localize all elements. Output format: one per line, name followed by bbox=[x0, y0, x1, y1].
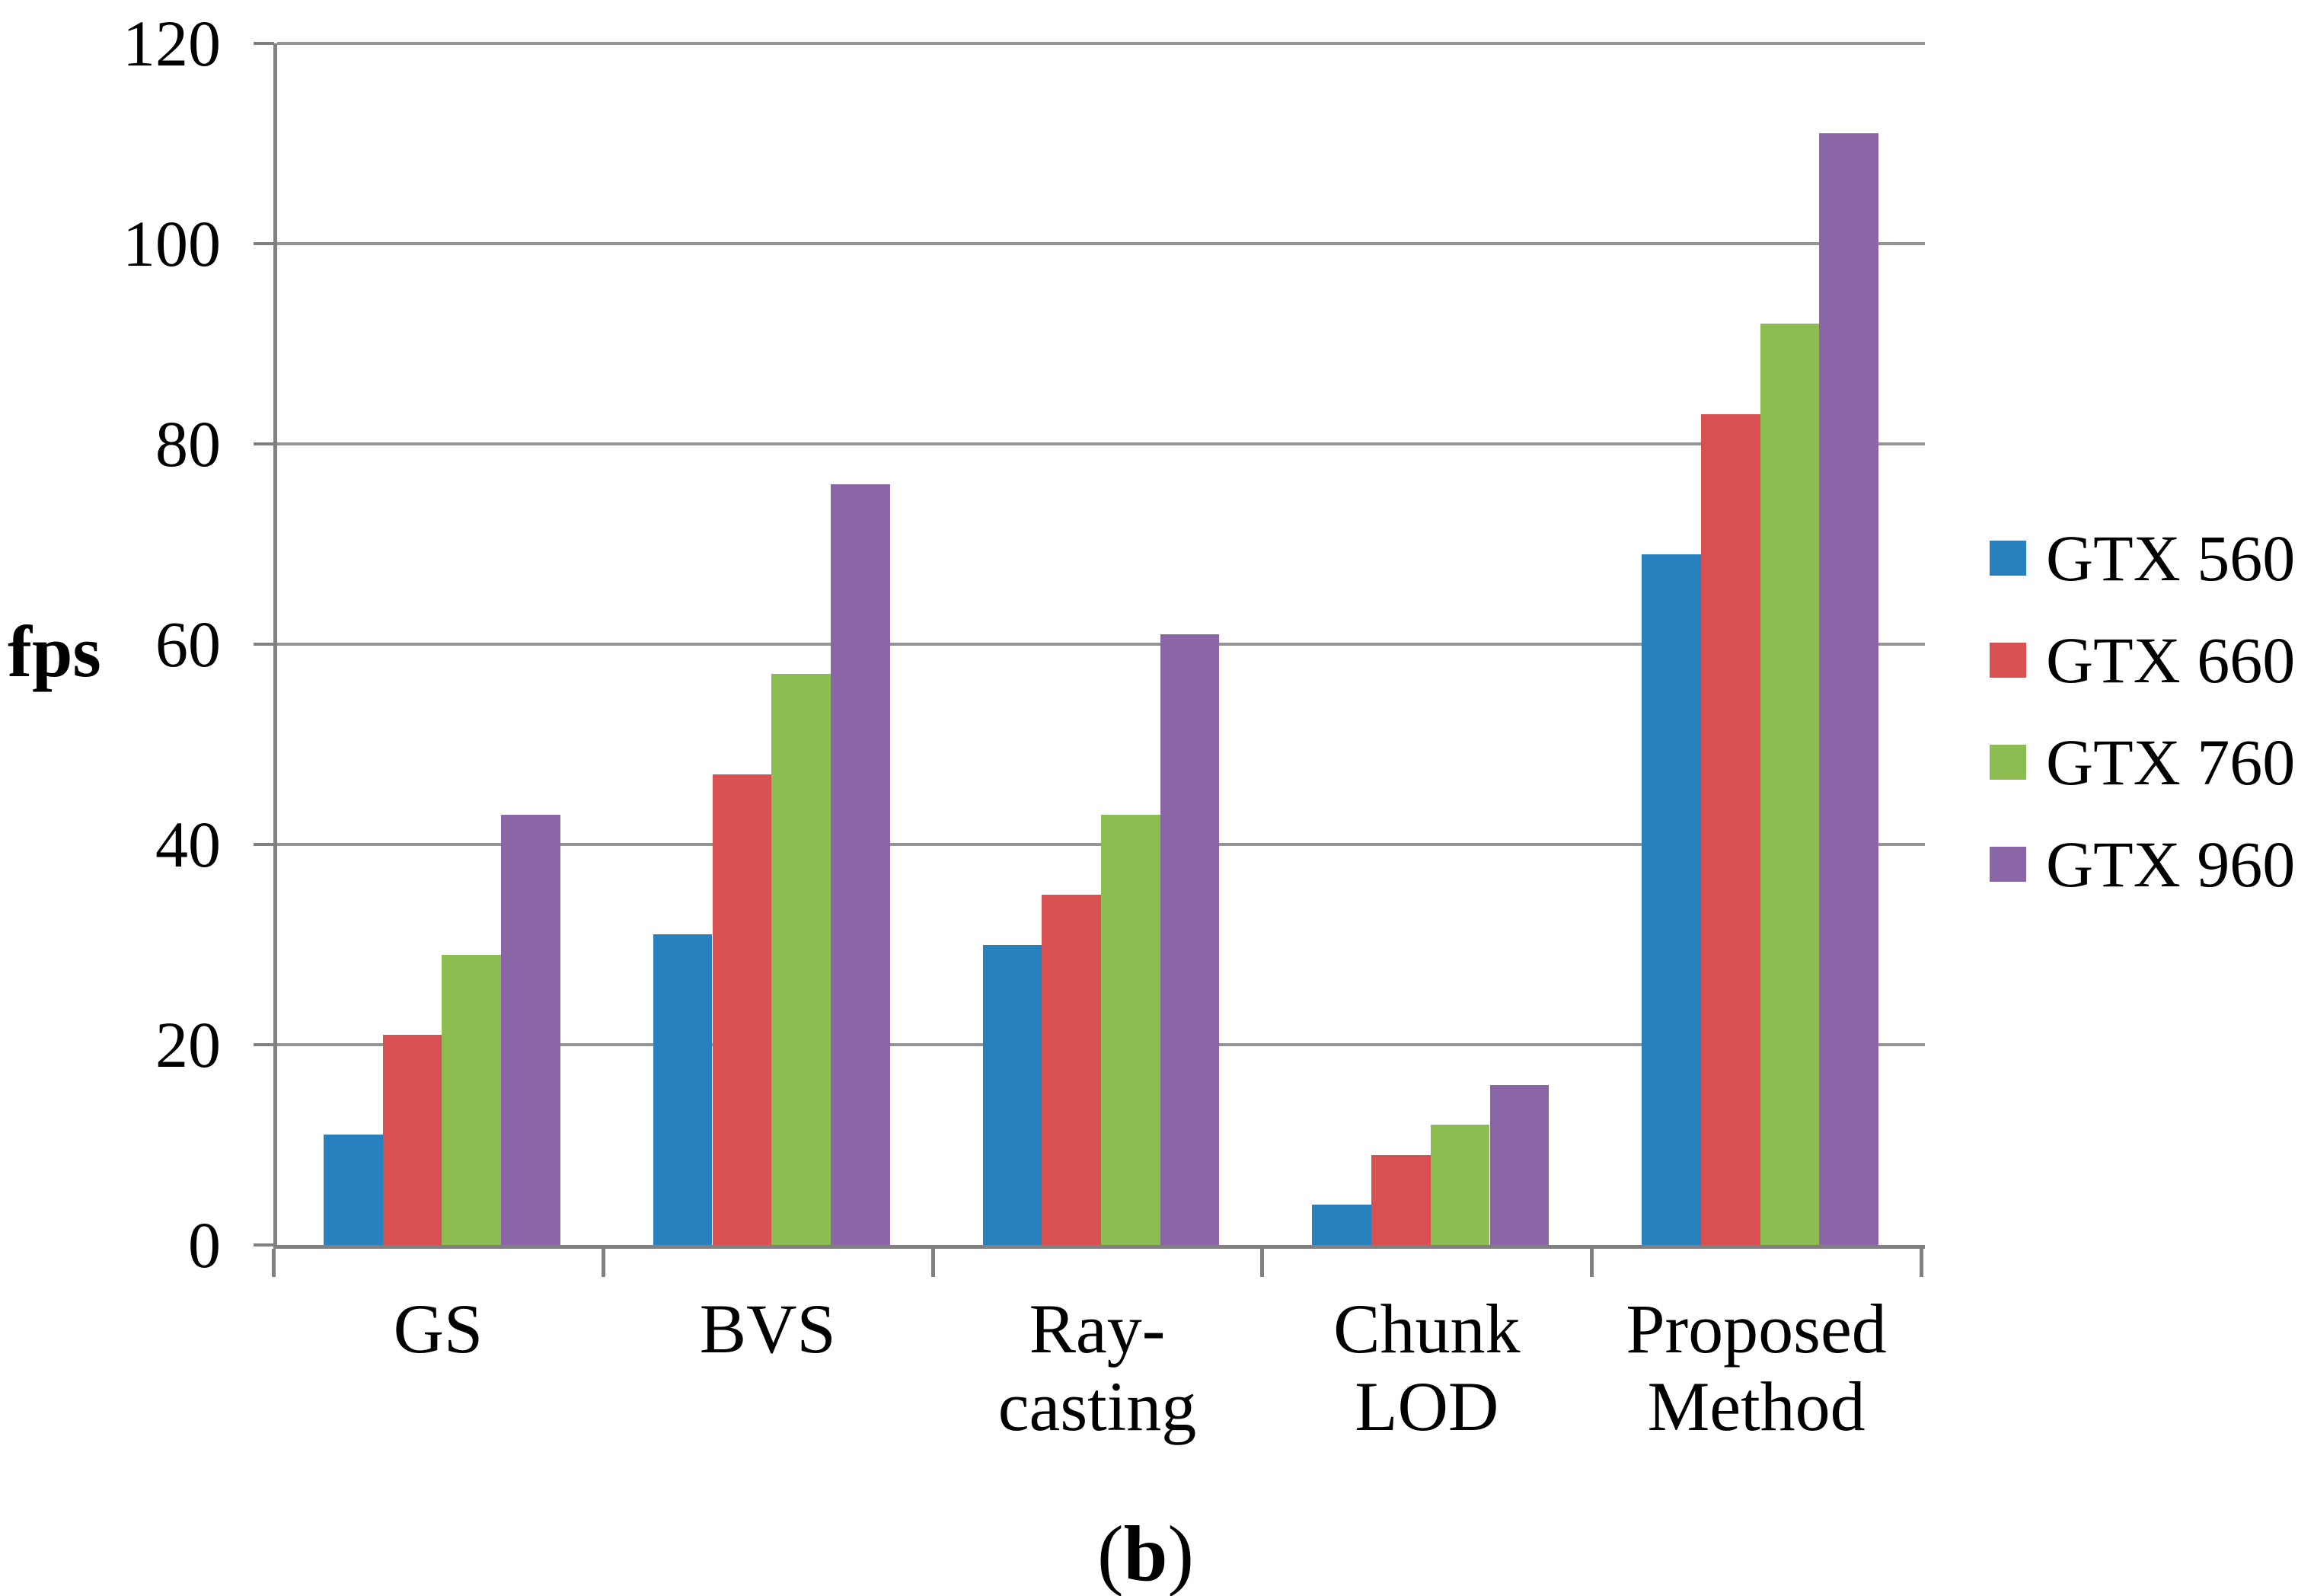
bar bbox=[653, 934, 713, 1245]
legend-item: GTX 760 bbox=[1990, 729, 2295, 795]
y-axis-label: 60 bbox=[155, 608, 221, 681]
gridline bbox=[277, 242, 1925, 245]
y-axis-label: 40 bbox=[155, 808, 221, 881]
category-label-line: Proposed bbox=[1626, 1290, 1887, 1368]
legend-swatch bbox=[1990, 745, 2026, 780]
gridline bbox=[277, 442, 1925, 445]
category-label-line: Ray-casting bbox=[997, 1290, 1197, 1445]
legend-swatch bbox=[1990, 643, 2026, 678]
category-label: Ray-casting bbox=[933, 1290, 1262, 1445]
legend-item: GTX 960 bbox=[1990, 832, 2295, 897]
legend-swatch bbox=[1990, 847, 2026, 882]
bar bbox=[830, 484, 890, 1245]
legend-label: GTX 660 bbox=[2046, 624, 2296, 697]
y-axis-label: 100 bbox=[123, 207, 221, 280]
y-tick bbox=[254, 242, 274, 245]
bar bbox=[1489, 1084, 1550, 1245]
category-label-line: Chunk bbox=[1333, 1290, 1521, 1368]
legend-label: GTX 560 bbox=[2046, 522, 2296, 595]
category-label-line: BVS bbox=[699, 1290, 836, 1368]
category-label-line: GS bbox=[393, 1290, 484, 1368]
caption-open-paren: ( bbox=[1096, 1510, 1124, 1596]
category-label: Proposed Method bbox=[1591, 1290, 1921, 1445]
y-axis-label: 80 bbox=[155, 407, 221, 480]
y-tick bbox=[254, 643, 274, 646]
category-label: BVS bbox=[603, 1290, 933, 1368]
gridline bbox=[277, 643, 1925, 646]
bar bbox=[982, 944, 1042, 1245]
bar bbox=[382, 1034, 442, 1245]
x-tick bbox=[1260, 1249, 1265, 1277]
figure-caption: (b) bbox=[0, 1512, 2291, 1596]
legend-item: GTX 560 bbox=[1990, 525, 2295, 591]
y-tick bbox=[254, 1243, 274, 1246]
legend-label: GTX 960 bbox=[2046, 828, 2296, 901]
bar bbox=[771, 674, 831, 1245]
bar bbox=[1042, 894, 1101, 1245]
y-tick bbox=[254, 42, 274, 45]
y-tick bbox=[254, 1043, 274, 1046]
y-axis-label: 20 bbox=[155, 1008, 221, 1081]
y-axis-label: 0 bbox=[188, 1208, 221, 1282]
x-tick bbox=[930, 1249, 935, 1277]
y-axis-label: 120 bbox=[123, 7, 221, 80]
y-tick bbox=[254, 843, 274, 846]
category-label: Chunk LOD bbox=[1262, 1290, 1591, 1445]
x-tick bbox=[272, 1249, 276, 1277]
category-label-line: LOD bbox=[1355, 1368, 1499, 1445]
caption-letter: b bbox=[1123, 1510, 1168, 1596]
bar bbox=[1371, 1154, 1431, 1245]
x-tick bbox=[1590, 1249, 1594, 1277]
bar bbox=[442, 954, 502, 1245]
bar bbox=[1312, 1205, 1372, 1245]
legend: GTX 560 GTX 660 GTX 760 GTX 960 bbox=[1990, 525, 2295, 949]
bar bbox=[1819, 133, 1878, 1245]
legend-label: GTX 760 bbox=[2046, 726, 2296, 799]
bar bbox=[1101, 814, 1160, 1245]
category-label-line: Method bbox=[1647, 1368, 1866, 1445]
y-tick bbox=[254, 442, 274, 445]
legend-swatch bbox=[1990, 541, 2026, 576]
bar bbox=[501, 814, 560, 1245]
x-tick bbox=[601, 1249, 605, 1277]
caption-close-paren: ) bbox=[1167, 1510, 1195, 1596]
x-tick bbox=[1920, 1249, 1923, 1277]
legend-item: GTX 660 bbox=[1990, 627, 2295, 693]
category-label: GS bbox=[273, 1290, 603, 1368]
bar bbox=[1760, 324, 1820, 1245]
bar bbox=[712, 774, 772, 1245]
y-axis-title: fps bbox=[8, 611, 101, 692]
bar bbox=[1160, 634, 1220, 1245]
gridline bbox=[277, 42, 1925, 45]
plot-area bbox=[273, 42, 1925, 1249]
bar bbox=[1642, 554, 1701, 1245]
bar bbox=[1430, 1125, 1490, 1245]
bar bbox=[324, 1135, 383, 1245]
bar bbox=[1700, 413, 1760, 1245]
